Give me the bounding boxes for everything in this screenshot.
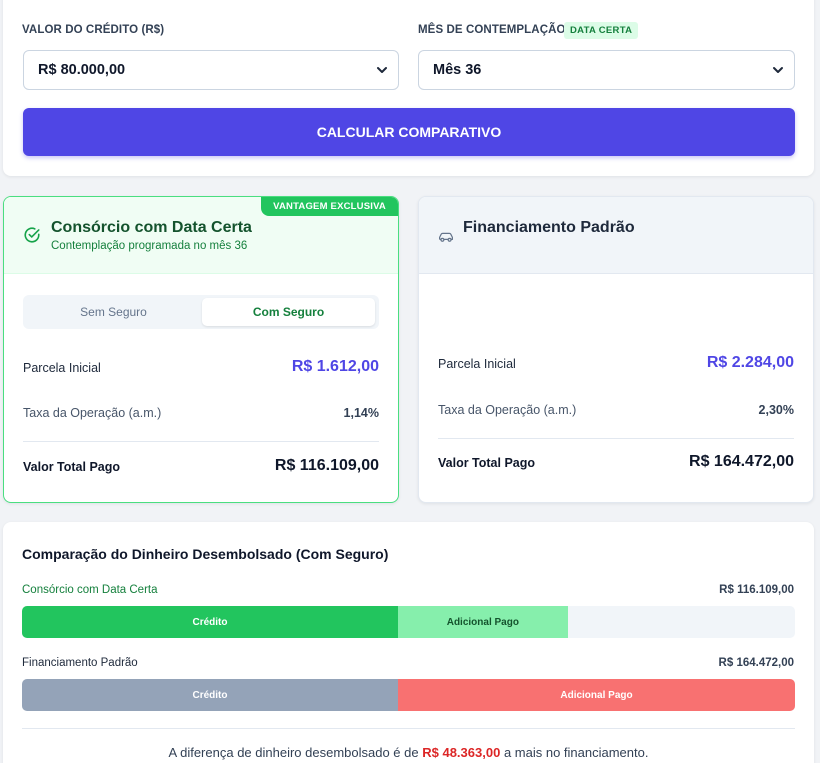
credit-select-value: R$ 80.000,00 <box>38 62 126 78</box>
month-select[interactable]: Mês 36 <box>418 50 795 90</box>
toggle-sem-seguro[interactable]: Sem Seguro <box>80 305 147 319</box>
month-select-value: Mês 36 <box>433 62 482 78</box>
calculate-button[interactable]: CALCULAR COMPARATIVO <box>23 108 795 156</box>
bar-segment-additional: Adicional Pago <box>397 679 795 711</box>
divider <box>438 438 794 439</box>
month-label: MÊS DE CONTEMPLAÇÃO <box>418 24 566 36</box>
initial-installment-value: R$ 1.612,00 <box>291 358 379 375</box>
toggle-com-seguro[interactable]: Com Seguro <box>202 298 375 326</box>
chevron-down-icon <box>377 67 387 73</box>
rate-label: Taxa da Operação (a.m.) <box>23 406 162 420</box>
consorcio-title: Consórcio com Data Certa <box>51 219 252 236</box>
bar-segment-additional: Adicional Pago <box>397 606 568 638</box>
difference-prefix: A diferença de dinheiro desembolsado é d… <box>168 745 419 760</box>
consorcio-card: VANTAGEM EXCLUSIVA Consórcio com Data Ce… <box>3 196 399 503</box>
consorcio-subtitle: Contemplação programada no mês 36 <box>51 240 248 252</box>
rate-value: 1,14% <box>343 406 379 420</box>
financiamento-card: Financiamento Padrão Parcela Inicial R$ … <box>418 196 814 503</box>
difference-amount: R$ 48.363,00 <box>422 745 501 760</box>
rate-label: Taxa da Operação (a.m.) <box>438 403 577 417</box>
divider <box>23 441 379 442</box>
bar-total-financiamento: R$ 164.472,00 <box>718 657 794 669</box>
bar-segment-credit: Crédito <box>22 606 398 638</box>
divider <box>22 728 795 729</box>
bar-label-financiamento: Financiamento Padrão <box>22 657 138 669</box>
bar-segment-credit: Crédito <box>22 679 398 711</box>
bar-label-consorcio: Consórcio com Data Certa <box>22 584 158 596</box>
bar-consorcio: Crédito Adicional Pago <box>22 606 795 638</box>
financiamento-title: Financiamento Padrão <box>463 219 635 236</box>
comparison-card: Comparação do Dinheiro Desembolsado (Com… <box>3 522 814 763</box>
initial-installment-label: Parcela Inicial <box>438 357 516 371</box>
initial-installment-label: Parcela Inicial <box>23 361 101 375</box>
total-label: Valor Total Pago <box>23 460 121 474</box>
financiamento-header: Financiamento Padrão <box>419 197 813 274</box>
bar-financiamento: Crédito Adicional Pago <box>22 679 795 711</box>
rate-value: 2,30% <box>758 403 794 417</box>
comparison-title: Comparação do Dinheiro Desembolsado (Com… <box>22 546 389 562</box>
car-icon <box>439 232 453 242</box>
difference-suffix: a mais no financiamento. <box>503 745 649 760</box>
consorcio-header: VANTAGEM EXCLUSIVA Consórcio com Data Ce… <box>4 197 398 274</box>
total-value: R$ 164.472,00 <box>689 453 794 470</box>
simulation-form: VALOR DO CRÉDITO (R$) R$ 80.000,00 MÊS D… <box>3 0 814 176</box>
insurance-toggle: Sem Seguro Com Seguro <box>23 295 379 329</box>
credit-label: VALOR DO CRÉDITO (R$) <box>22 24 165 36</box>
exclusive-ribbon: VANTAGEM EXCLUSIVA <box>261 197 398 216</box>
credit-select[interactable]: R$ 80.000,00 <box>23 50 399 90</box>
data-certa-badge: DATA CERTA <box>564 22 639 39</box>
chevron-down-icon <box>773 67 783 73</box>
bar-total-consorcio: R$ 116.109,00 <box>719 584 794 596</box>
initial-installment-value: R$ 2.284,00 <box>706 354 794 371</box>
difference-summary: A diferença de dinheiro desembolsado é d… <box>3 745 814 760</box>
total-label: Valor Total Pago <box>438 456 536 470</box>
check-circle-icon <box>24 227 40 243</box>
total-value: R$ 116.109,00 <box>274 457 379 474</box>
